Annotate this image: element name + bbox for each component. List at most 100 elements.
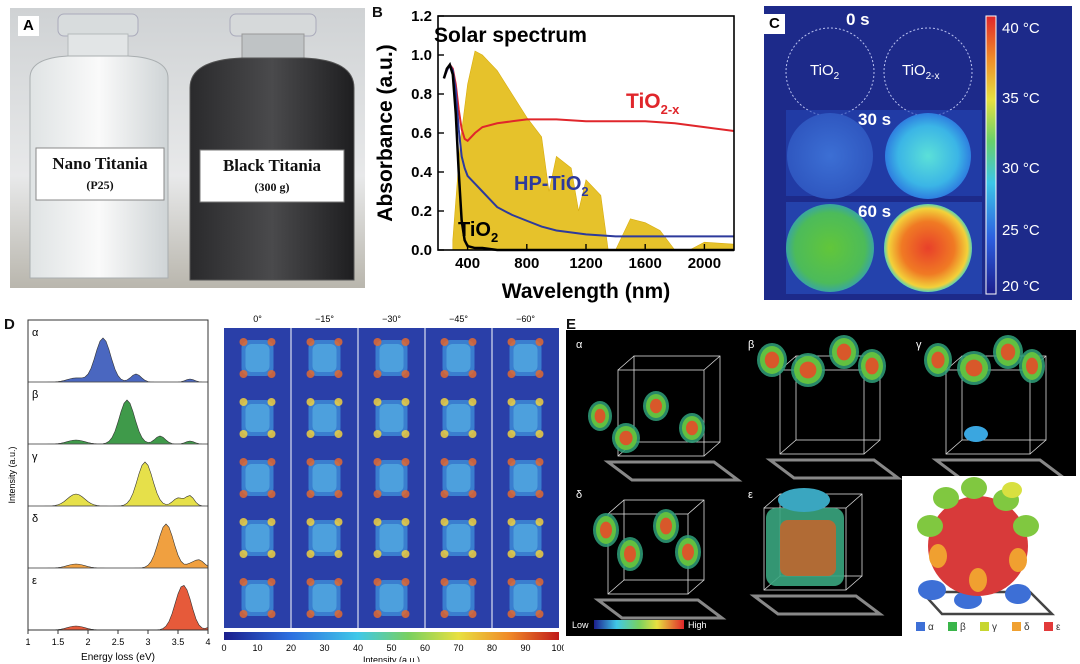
- cube-front: [617, 369, 705, 457]
- scale-high-label: High: [688, 620, 707, 630]
- panel-a-letter: A: [18, 16, 39, 36]
- eels-spectrum-2: [28, 461, 209, 507]
- legend-swatch: [1044, 622, 1053, 631]
- x-tick-label: 1600: [629, 255, 662, 272]
- hotspot: [507, 518, 516, 526]
- cube-edge: [779, 439, 797, 455]
- hotspot: [401, 518, 410, 526]
- cube-gamma: [931, 355, 1069, 480]
- cube-back: [633, 355, 721, 443]
- angle-label: −30°: [382, 314, 401, 324]
- colorbar-tick-label: 100: [551, 643, 564, 653]
- hotspot: [373, 610, 382, 618]
- alpha-lobe-core: [594, 408, 606, 424]
- left-jar-label-card: [35, 147, 165, 201]
- hotspot: [401, 578, 410, 586]
- hotspot: [535, 338, 544, 346]
- y-axis-label: Absorbance (a.u.): [374, 44, 397, 221]
- particle-core: [245, 584, 270, 612]
- x-tick-label: 800: [514, 255, 539, 272]
- hotspot: [373, 550, 382, 558]
- angle-label: −45°: [449, 314, 468, 324]
- hotspot: [401, 610, 410, 618]
- hotspot: [334, 518, 343, 526]
- particle-core: [513, 404, 538, 432]
- cube-edge: [763, 493, 781, 509]
- hotspot: [239, 610, 248, 618]
- alpha-lobe-core: [650, 398, 662, 414]
- right-jar-sub: (300 g): [254, 180, 290, 194]
- particle-core: [379, 344, 404, 372]
- left-jar-sub: (P25): [86, 178, 114, 192]
- hotspot: [401, 398, 410, 406]
- inset-sphere: [928, 496, 1028, 596]
- hotspot: [468, 610, 477, 618]
- colorbar-tick-label: 30: [319, 643, 329, 653]
- panel-b-chart: B 400 800 1200 1600 2000 0.0 0.2 0.4 0.6 0.8 1.0 1.…: [372, 4, 762, 304]
- epsilon-top-lobe: [778, 488, 830, 512]
- hotspot: [535, 370, 544, 378]
- particle-core: [245, 404, 270, 432]
- cube-edge: [703, 441, 721, 457]
- particle-core: [513, 584, 538, 612]
- time-label-0s: 0 s: [846, 10, 870, 29]
- gamma-lobe-core: [931, 351, 945, 369]
- hotspot: [468, 430, 477, 438]
- particle-core: [513, 464, 538, 492]
- hotspot: [507, 550, 516, 558]
- hotspot: [306, 398, 315, 406]
- delta-lobe-core: [660, 517, 672, 535]
- energy-tick-label: 3.5: [172, 637, 185, 647]
- eels-spectrum-4: [28, 585, 209, 631]
- y-tick-label: 0.0: [411, 242, 432, 259]
- x-tick-label: 400: [455, 255, 480, 272]
- hotspot: [535, 490, 544, 498]
- angle-label: −60°: [516, 314, 535, 324]
- y-tick-label: 0.6: [411, 125, 432, 142]
- hotspot: [535, 458, 544, 466]
- hotspot: [440, 550, 449, 558]
- hotspot: [507, 370, 516, 378]
- cube-front: [779, 369, 865, 455]
- gamma-lobe-core: [1026, 357, 1038, 375]
- hotspot: [401, 490, 410, 498]
- sample-right-30s: [885, 113, 971, 199]
- floor-plane: [593, 598, 727, 620]
- hotspot: [440, 430, 449, 438]
- particle-core: [379, 404, 404, 432]
- eels-spectrum-1: [28, 399, 209, 445]
- hotspot: [239, 518, 248, 526]
- eels-spectrum-3: [28, 523, 209, 569]
- thermal-image: [785, 15, 997, 295]
- cube-edge: [687, 499, 705, 515]
- energy-tick-label: 1.5: [52, 637, 65, 647]
- hotspot: [267, 578, 276, 586]
- panel-e-3d-modes: α β γ δ ε Low High α β γ δ ε: [566, 330, 1076, 636]
- beta-lobe-core: [865, 357, 879, 375]
- colorbar-tick-label: 90: [520, 643, 530, 653]
- panel-c-thermal: C 0 s TiO2 TiO2-x 30 s 60 s 40 °C 35 °C …: [764, 6, 1072, 300]
- spectrum-label: ε: [32, 575, 37, 587]
- time-label-30s: 30 s: [858, 110, 892, 129]
- colorbar-tick-label: 70: [453, 643, 463, 653]
- particle-core: [446, 464, 471, 492]
- cube-edge: [617, 355, 635, 371]
- particle-core: [245, 464, 270, 492]
- inset-green-lobe: [917, 515, 943, 537]
- eels-spectrum-0: [28, 337, 209, 383]
- spectrum-label: α: [32, 327, 39, 339]
- hotspot: [373, 370, 382, 378]
- sample-left-30s: [787, 113, 873, 199]
- angle-label: −15°: [315, 314, 334, 324]
- hotspot: [440, 610, 449, 618]
- hotspot: [507, 430, 516, 438]
- y-tick-label: 1.0: [411, 47, 432, 64]
- hotspot: [440, 518, 449, 526]
- colorbar-tick-label: 80: [487, 643, 497, 653]
- particle-core: [312, 584, 337, 612]
- hotspot: [468, 518, 477, 526]
- hotspot: [440, 458, 449, 466]
- legend-label: β: [960, 622, 966, 633]
- particle-core: [379, 464, 404, 492]
- panel-b-letter: B: [372, 4, 383, 21]
